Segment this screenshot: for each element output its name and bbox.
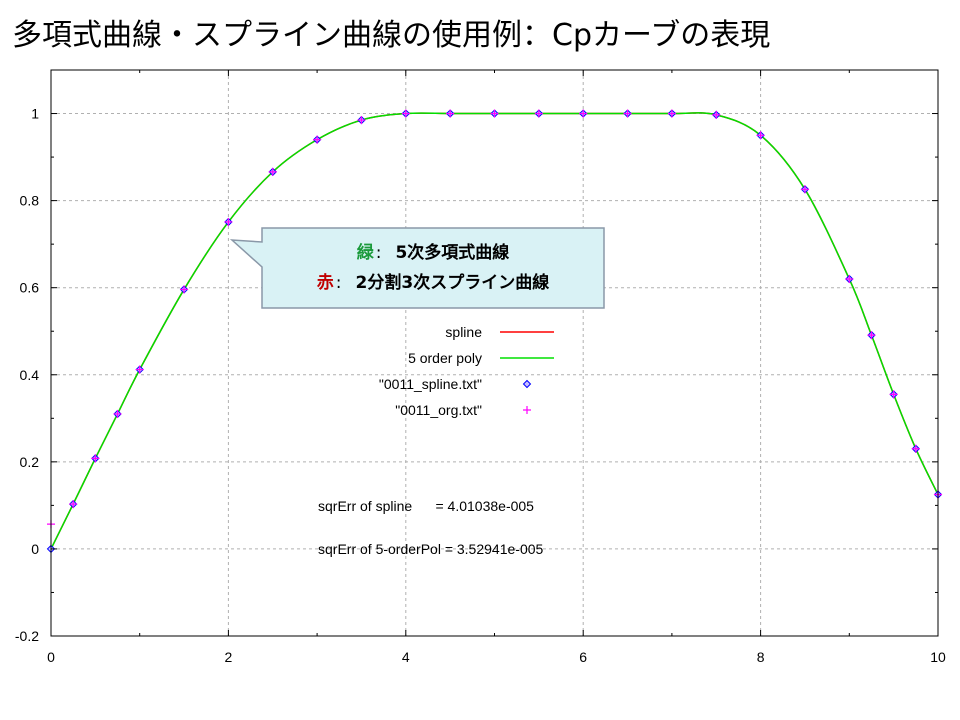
series-3-point bbox=[135, 365, 144, 374]
legend: spline 5 order poly "0011_spline.txt" "0011… bbox=[379, 324, 554, 418]
series-1-line bbox=[50, 112, 939, 550]
marker-layer bbox=[46, 109, 943, 554]
annotation-sqrerr-poly: sqrErr of 5-orderPol = 3.52941e-005 bbox=[318, 541, 544, 557]
series-0-line bbox=[50, 112, 939, 550]
x-tick-label: 8 bbox=[757, 649, 765, 665]
series-3-point bbox=[69, 500, 78, 509]
series-3-point bbox=[91, 454, 100, 463]
series-3-point bbox=[357, 116, 366, 125]
callout-sep-2: : bbox=[336, 273, 342, 293]
callout-line-1: 緑:5次多項式曲線 bbox=[357, 242, 510, 263]
callout-key-green: 緑 bbox=[357, 242, 375, 263]
y-tick-label: 0.2 bbox=[20, 454, 40, 470]
legend-label: spline bbox=[445, 324, 482, 340]
series-3-point bbox=[911, 444, 920, 453]
series-3-point bbox=[756, 131, 765, 140]
series-3-point bbox=[712, 110, 721, 119]
callout-line-2: 赤:2分割3次スプライン曲線 bbox=[317, 272, 549, 293]
series-3-point bbox=[113, 409, 122, 418]
series-3-point bbox=[623, 109, 632, 118]
grid-lines bbox=[51, 70, 938, 636]
callout: 緑:5次多項式曲線 赤:2分割3次スプライン曲線 bbox=[229, 227, 605, 309]
series-3-point bbox=[401, 109, 410, 118]
series-3-point bbox=[579, 109, 588, 118]
x-tick-label: 0 bbox=[47, 649, 55, 665]
x-tick-label: 10 bbox=[930, 649, 946, 665]
series-layer bbox=[50, 112, 939, 550]
callout-sep-1: : bbox=[376, 243, 382, 263]
y-tick-label: 0.8 bbox=[20, 193, 40, 209]
x-tick-label: 2 bbox=[225, 649, 233, 665]
callout-shape bbox=[229, 227, 605, 309]
series-3-point bbox=[534, 109, 543, 118]
y-tick-label: 0.6 bbox=[20, 280, 40, 296]
series-3-point bbox=[667, 109, 676, 118]
series-3-point bbox=[446, 109, 455, 118]
legend-label: 5 order poly bbox=[408, 350, 482, 366]
callout-key-red: 赤 bbox=[317, 272, 334, 293]
series-3-point bbox=[889, 390, 898, 399]
slide-title: 多項式曲線・スプライン曲線の使用例：Cpカーブの表現 bbox=[12, 18, 771, 53]
legend-label: "0011_org.txt" bbox=[395, 402, 482, 418]
legend-plus-sample bbox=[523, 406, 531, 414]
series-3-point bbox=[845, 274, 854, 283]
x-tick-label: 4 bbox=[402, 649, 410, 665]
series-3-point bbox=[490, 109, 499, 118]
series-3-point bbox=[224, 217, 233, 226]
series-3-point bbox=[180, 285, 189, 294]
callout-text-1: 5次多項式曲線 bbox=[395, 242, 509, 263]
legend-label: "0011_spline.txt" bbox=[379, 376, 482, 392]
y-tick-label: 0 bbox=[31, 541, 39, 557]
axis-ticks: 0 2 4 6 8 10 -0.2 0 0.2 0.4 0.6 0.8 1 bbox=[15, 70, 946, 665]
y-tick-label: 0.4 bbox=[20, 367, 40, 383]
x-tick-label: 6 bbox=[579, 649, 587, 665]
series-3-point bbox=[867, 331, 876, 340]
series-3-point bbox=[313, 135, 322, 144]
annotation-sqrerr-spline: sqrErr of spline = 4.01038e-005 bbox=[318, 498, 534, 514]
y-tick-label: 1 bbox=[31, 106, 39, 122]
series-3-point bbox=[800, 185, 809, 194]
y-tick-label: -0.2 bbox=[15, 628, 39, 644]
callout-text-2: 2分割3次スプライン曲線 bbox=[356, 272, 550, 293]
series-3-point bbox=[268, 167, 277, 176]
legend-diamond-sample bbox=[522, 379, 532, 389]
